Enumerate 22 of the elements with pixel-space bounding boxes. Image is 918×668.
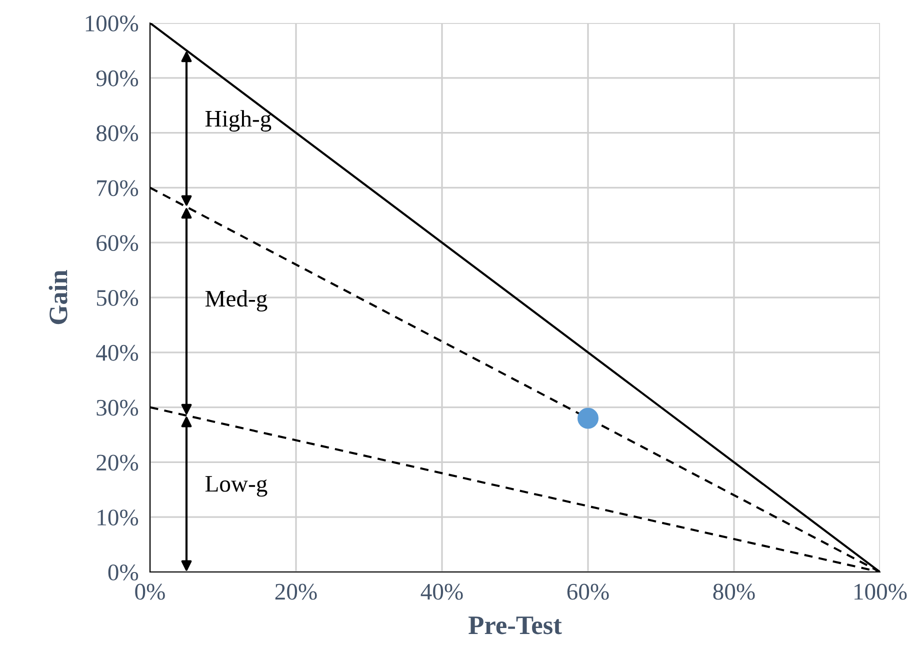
x-tick-label: 60% [567, 584, 609, 600]
y-tick-label: 90% [96, 70, 138, 86]
y-tick-label: 70% [97, 180, 138, 196]
x-tick-label: 0% [135, 584, 165, 600]
x-tick-label: 20% [275, 584, 317, 600]
y-tick-label: 50% [96, 290, 138, 306]
y-tick-label: 100% [86, 15, 138, 32]
y-tick-label: 80% [96, 125, 138, 142]
y-tick-label: 10% [98, 510, 138, 526]
y-tick-label: 0% [108, 564, 138, 580]
x-tick-label: 40% [420, 584, 463, 600]
x-tick-label: 100% [854, 584, 907, 600]
y-tick-label: 40% [96, 344, 138, 361]
y-tick-label: 60% [96, 235, 138, 252]
annotation: Low-g [205, 476, 268, 497]
annotation: Med-g [205, 290, 268, 312]
y-axis-title: Gain [48, 270, 68, 324]
x-tick-label: 80% [713, 584, 755, 600]
y-tick-label: 20% [96, 454, 138, 471]
annotation: High-g [205, 110, 272, 132]
y-tick-label: 30% [96, 400, 138, 416]
x-axis-title: Pre-Test [468, 616, 562, 634]
